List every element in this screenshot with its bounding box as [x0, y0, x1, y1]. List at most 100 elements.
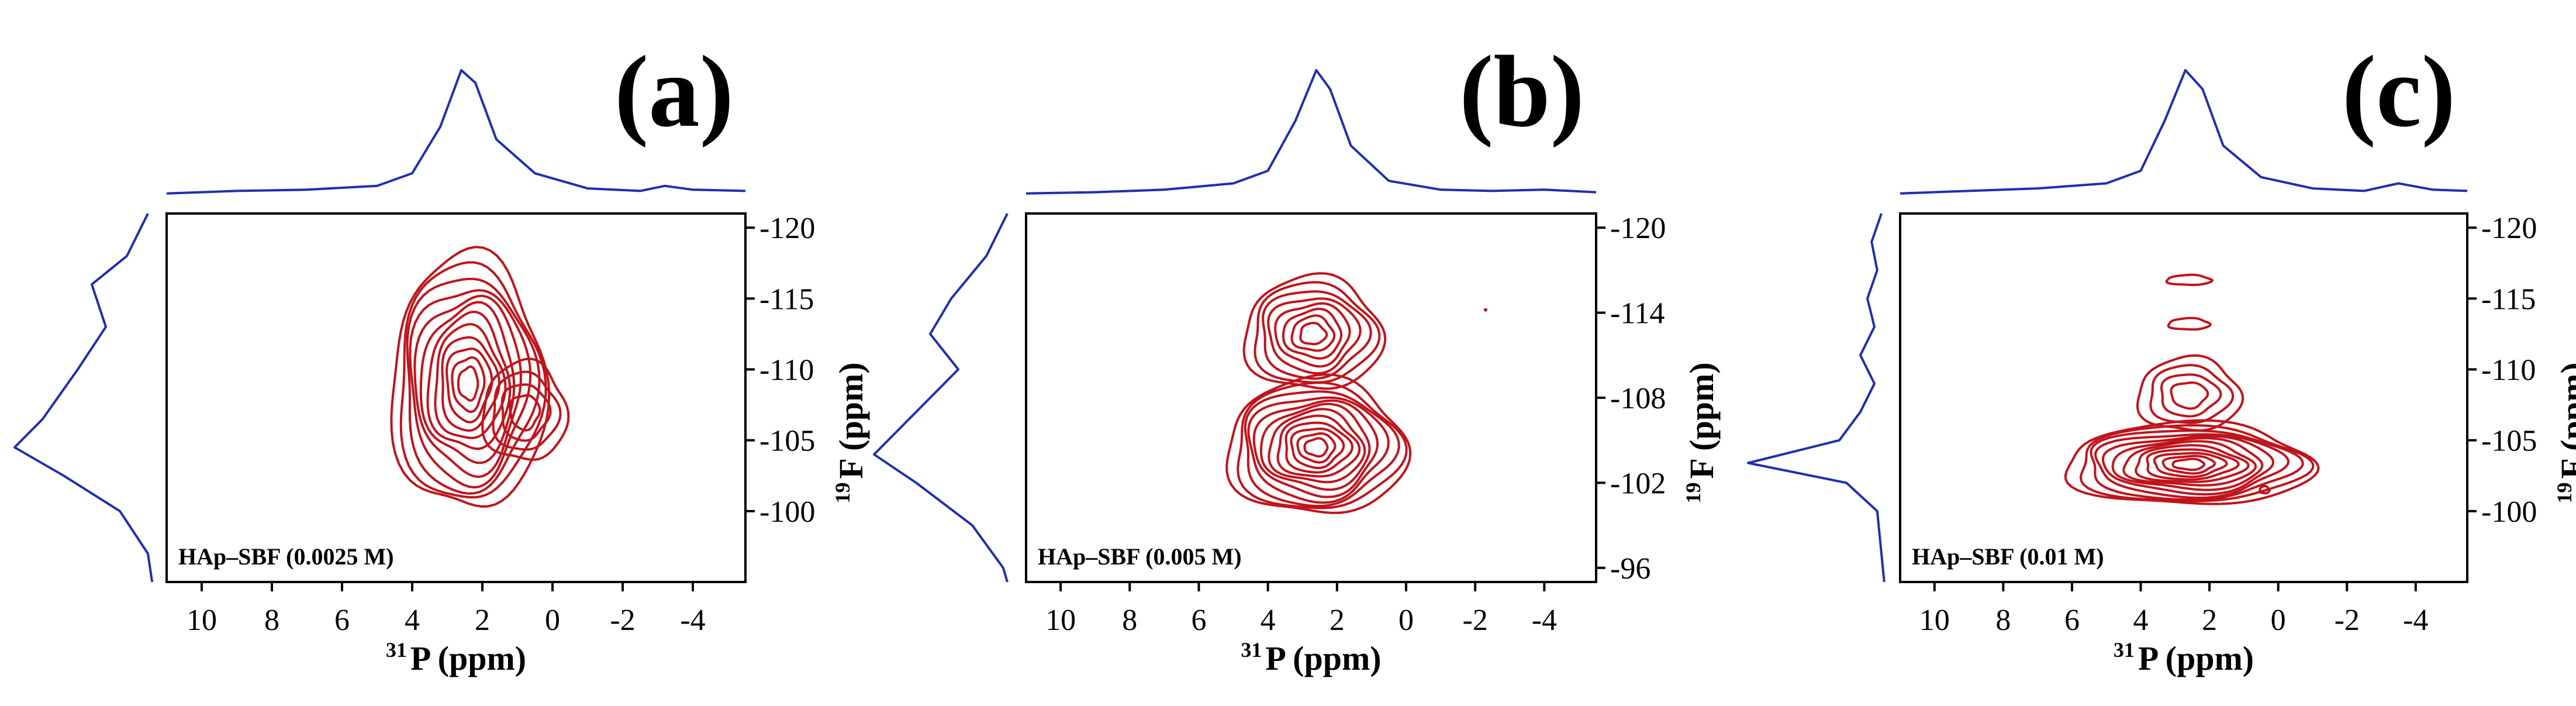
- contour-line: [1299, 322, 1328, 346]
- x-tick-label: 0: [2271, 604, 2286, 637]
- x-tick-label: 6: [2064, 604, 2080, 637]
- contour-line: [2160, 373, 2222, 418]
- x-tick-label: 8: [1122, 604, 1137, 637]
- y-tick-label: -100: [759, 495, 815, 529]
- contour-line: [2094, 433, 2290, 500]
- contour-line: [1262, 290, 1372, 380]
- contour-line: [492, 370, 562, 451]
- sample-label: HAp–SBF (0.01 M): [1912, 543, 2104, 570]
- contour-line: [500, 383, 552, 442]
- projection-left: [1747, 213, 1886, 583]
- x-tick-label: 0: [545, 604, 560, 637]
- x-axis-title: 31 P (ppm): [1241, 638, 1381, 677]
- contour-line: [409, 289, 532, 489]
- x-tick-label: 0: [1399, 604, 1414, 637]
- y-tick-label: -120: [1610, 212, 1666, 245]
- y-axis-sup: 19: [831, 483, 854, 504]
- x-tick-label: -4: [680, 604, 705, 637]
- x-tick-label: 4: [405, 604, 420, 637]
- contour-line: [1290, 427, 1345, 470]
- y-tick-label: -110: [2481, 354, 2536, 387]
- plot-frame: [165, 212, 747, 583]
- contour-line: [1296, 432, 1337, 464]
- x-tick-label: -4: [1532, 604, 1557, 637]
- x-axis-text: P (ppm): [1265, 639, 1381, 677]
- x-axis-text: P (ppm): [410, 639, 526, 677]
- x-tick-label: 2: [1330, 604, 1345, 637]
- contour-line: [2167, 316, 2212, 331]
- contour-line: [1274, 302, 1351, 368]
- panel-c: 10 8 6 4 2 0 -2 -4 -120 -115 -110 -105 -100 31 P (ppm)…: [1747, 35, 2576, 677]
- y-tick-label: -96: [1610, 552, 1650, 586]
- contour-line: [1244, 390, 1400, 508]
- x-tick-label: 6: [334, 604, 350, 637]
- contour-line: [2171, 457, 2206, 471]
- x-tick-label: -2: [2335, 604, 2360, 637]
- contour-line: [406, 277, 541, 495]
- contour-line: [1284, 421, 1354, 474]
- contour-line: [2170, 381, 2209, 410]
- y-tick-label: -100: [2481, 495, 2537, 529]
- noise-speck: [1483, 308, 1487, 312]
- contour-line: [1237, 381, 1408, 509]
- x-axis-sup: 31: [386, 638, 407, 662]
- y-tick-label: -105: [759, 425, 815, 458]
- y-tick-label: -114: [1610, 297, 1665, 330]
- x-tick-label: 4: [2133, 604, 2149, 637]
- contour-line: [457, 365, 479, 402]
- y-tick-label: -120: [2481, 212, 2537, 245]
- contour-line: [2136, 354, 2244, 432]
- y-axis-title: 19 F (ppm): [2553, 362, 2576, 503]
- y-axis-text: F (ppm): [832, 362, 870, 478]
- contour-line: [2090, 429, 2304, 501]
- projection-left: [873, 213, 1009, 583]
- sample-label: HAp–SBF (0.005 M): [1038, 543, 1242, 570]
- y-tick-label: -115: [759, 283, 814, 316]
- y-axis-sup: 19: [1681, 483, 1705, 504]
- projection-left: [13, 213, 154, 583]
- contour-line: [2149, 364, 2235, 424]
- contour-line: [1247, 396, 1390, 504]
- contour-line: [1290, 314, 1336, 352]
- y-tick-label: -115: [2481, 283, 2536, 316]
- projection-top: [1025, 69, 1597, 195]
- contour-line: [451, 356, 486, 414]
- panel-a: 10 8 6 4 2 0 -2 -4 -120 -115 -110 -105 -100 31 P (ppm)…: [13, 35, 870, 677]
- x-axis-title: 31 P (ppm): [2114, 638, 2254, 677]
- panel-label: (c): [2342, 35, 2456, 148]
- x-tick-label: 8: [1995, 604, 2011, 637]
- x-tick-label: 6: [1191, 604, 1206, 637]
- projection-top: [1900, 69, 2468, 195]
- contour-line: [1276, 414, 1361, 478]
- contour-line: [509, 394, 541, 432]
- contour-line: [481, 357, 570, 462]
- x-tick-label: 2: [475, 604, 490, 637]
- x-tick-label: -4: [2403, 604, 2428, 637]
- contour-line: [399, 261, 547, 499]
- contour-line: [2161, 454, 2216, 475]
- x-axis-sup: 31: [1241, 638, 1262, 662]
- contour-line: [1303, 437, 1329, 458]
- y-tick-label: -110: [759, 354, 814, 387]
- y-axis-title: 19 F (ppm): [831, 362, 870, 503]
- contour-line: [413, 294, 523, 478]
- y-axis-text: F (ppm): [1683, 362, 1721, 478]
- contour-line: [2079, 424, 2315, 502]
- contour-line: [2064, 419, 2320, 505]
- contour-line: [1268, 408, 1366, 484]
- x-tick-label: -2: [610, 604, 635, 637]
- y-axis-sup: 19: [2553, 483, 2576, 504]
- contour-line: [434, 323, 507, 439]
- x-tick-label: 2: [2202, 604, 2217, 637]
- panel-label: (a): [614, 35, 734, 148]
- y-tick-label: -108: [1610, 382, 1666, 415]
- panel-label: (b): [1459, 35, 1584, 148]
- contour-line: [2153, 452, 2228, 478]
- contour-line: [2165, 273, 2214, 287]
- x-axis-text: P (ppm): [2138, 639, 2254, 677]
- contour-line: [1242, 272, 1387, 390]
- x-tick-label: -2: [1463, 604, 1488, 637]
- x-tick-label: 4: [1261, 604, 1276, 637]
- projection-top: [166, 69, 746, 195]
